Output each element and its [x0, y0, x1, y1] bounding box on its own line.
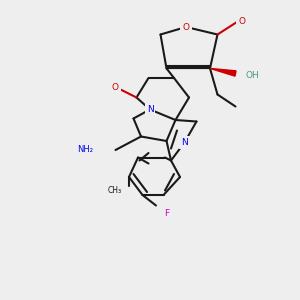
- Text: F: F: [164, 208, 169, 217]
- Text: O: O: [182, 22, 190, 32]
- Text: N: N: [147, 105, 153, 114]
- Text: OH: OH: [246, 70, 260, 80]
- Text: O: O: [238, 16, 245, 26]
- Text: CH₃: CH₃: [107, 186, 122, 195]
- Polygon shape: [210, 68, 236, 76]
- Text: O: O: [112, 82, 119, 91]
- Text: NH₂: NH₂: [77, 146, 93, 154]
- Text: N: N: [181, 138, 188, 147]
